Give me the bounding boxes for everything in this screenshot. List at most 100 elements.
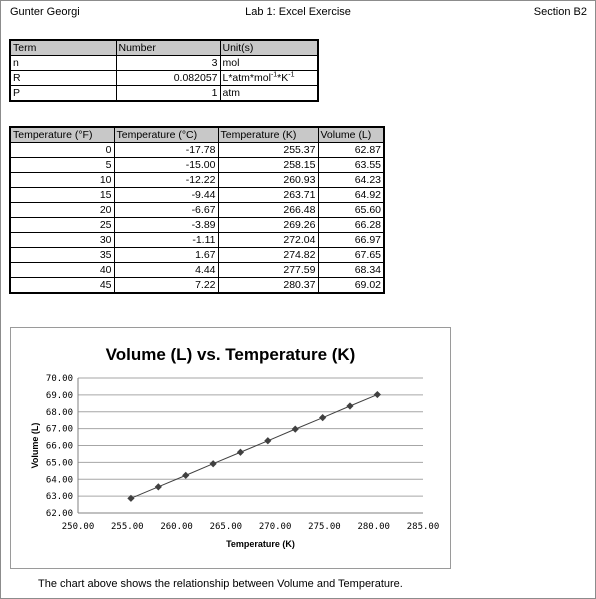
unit-part: L*atm*mol (222, 72, 271, 84)
x-tick-label: 265.00 (210, 522, 243, 532)
celsius-cell: 4.44 (113, 262, 219, 278)
unit-exponent: -1 (270, 71, 278, 79)
volume-cell: 66.97 (317, 232, 385, 248)
celsius-cell: -3.89 (113, 217, 219, 233)
celsius-cell: -1.11 (113, 232, 219, 248)
volume-cell: 66.28 (317, 217, 385, 233)
unit-cell: L*atm*mol-1*K-1 (219, 70, 319, 86)
data-point (209, 460, 217, 468)
data-point (346, 402, 354, 410)
y-tick-label: 66.00 (46, 442, 73, 452)
kelvin-cell: 277.59 (217, 262, 319, 278)
x-axis-title: Temperature (K) (226, 539, 295, 549)
chart-area: Volume (L) vs. Temperature (K) 62.00 63.00… (10, 327, 451, 569)
fahrenheit-cell: 20 (9, 202, 115, 218)
y-tick-label: 64.00 (46, 475, 73, 485)
fahrenheit-cell: 0 (9, 142, 115, 158)
kelvin-cell: 269.26 (217, 217, 319, 233)
table-row: 30 -1.11 272.04 66.97 (9, 232, 385, 248)
data-point (291, 425, 299, 433)
fahrenheit-cell: 15 (9, 187, 115, 203)
data-point (264, 437, 272, 445)
y-tick-label: 63.00 (46, 492, 73, 502)
number-cell: 3 (115, 55, 221, 71)
series-line (130, 394, 378, 499)
section-label: Section B2 (533, 6, 587, 18)
table-row: 20 -6.67 266.48 65.60 (9, 202, 385, 218)
kelvin-cell: 260.93 (217, 172, 319, 188)
volume-cell: 69.02 (317, 277, 385, 294)
data-point (319, 414, 327, 422)
constant-row: P 1 atm (9, 85, 319, 102)
number-cell: 1 (115, 85, 221, 102)
table-row: 45 7.22 280.37 69.02 (9, 277, 385, 294)
chart-caption: The chart above shows the relationship b… (38, 578, 403, 590)
table-row: 35 1.67 274.82 67.65 (9, 247, 385, 263)
fahrenheit-cell: 30 (9, 232, 115, 248)
constant-row: n 3 mol (9, 55, 319, 71)
volume-cell: 68.34 (317, 262, 385, 278)
celsius-cell: -9.44 (113, 187, 219, 203)
kelvin-cell: 274.82 (217, 247, 319, 263)
celsius-cell: 7.22 (113, 277, 219, 294)
y-tick-label: 67.00 (46, 425, 73, 435)
volume-cell: 62.87 (317, 142, 385, 158)
volume-cell: 64.23 (317, 172, 385, 188)
y-tick-label: 65.00 (46, 458, 73, 468)
fahrenheit-cell: 25 (9, 217, 115, 233)
x-tick-label: 250.00 (62, 522, 95, 532)
y-tick-label: 62.00 (46, 509, 73, 519)
term-cell: n (9, 55, 117, 71)
temperature-table: Temperature (°F) Temperature (°C) Temper… (9, 126, 385, 294)
volume-cell: 64.92 (317, 187, 385, 203)
kelvin-cell: 255.37 (217, 142, 319, 158)
data-point (373, 390, 381, 399)
column-header-units: Unit(s) (219, 39, 319, 56)
term-cell: R (9, 70, 117, 86)
table-row: 0 -17.78 255.37 62.87 (9, 142, 385, 158)
celsius-cell: -12.22 (113, 172, 219, 188)
table-row: 40 4.44 277.59 68.34 (9, 262, 385, 278)
kelvin-cell: 280.37 (217, 277, 319, 294)
column-header-kelvin: Temperature (K) (217, 126, 319, 143)
table-row: 5 -15.00 258.15 63.55 (9, 157, 385, 173)
number-cell: 0.082057 (115, 70, 221, 86)
fahrenheit-cell: 40 (9, 262, 115, 278)
temperature-header-row: Temperature (°F) Temperature (°C) Temper… (9, 126, 385, 143)
kelvin-cell: 263.71 (217, 187, 319, 203)
celsius-cell: -15.00 (113, 157, 219, 173)
table-row: 25 -3.89 269.26 66.28 (9, 217, 385, 233)
celsius-cell: 1.67 (113, 247, 219, 263)
table-row: 10 -12.22 260.93 64.23 (9, 172, 385, 188)
data-point (154, 483, 162, 491)
y-tick-label: 68.00 (46, 408, 73, 418)
data-point (182, 471, 190, 479)
x-tick-label: 260.00 (160, 522, 193, 532)
table-row: 15 -9.44 263.71 64.92 (9, 187, 385, 203)
constants-header-row: Term Number Unit(s) (9, 39, 319, 56)
column-header-fahrenheit: Temperature (°F) (9, 126, 115, 143)
kelvin-cell: 258.15 (217, 157, 319, 173)
x-tick-label: 270.00 (259, 522, 292, 532)
kelvin-cell: 272.04 (217, 232, 319, 248)
celsius-cell: -17.78 (113, 142, 219, 158)
x-tick-label: 285.00 (407, 522, 440, 532)
column-header-term: Term (9, 39, 117, 56)
kelvin-cell: 266.48 (217, 202, 319, 218)
unit-cell: atm (219, 85, 319, 102)
volume-cell: 63.55 (317, 157, 385, 173)
fahrenheit-cell: 5 (9, 157, 115, 173)
chart-title: Volume (L) vs. Temperature (K) (106, 345, 356, 364)
fahrenheit-cell: 45 (9, 277, 115, 294)
y-tick-label: 70.00 (46, 374, 73, 384)
constant-row: R 0.082057 L*atm*mol-1*K-1 (9, 70, 319, 86)
celsius-cell: -6.67 (113, 202, 219, 218)
document-title: Lab 1: Excel Exercise (245, 6, 351, 18)
y-tick-label: 69.00 (46, 391, 73, 401)
fahrenheit-cell: 10 (9, 172, 115, 188)
x-tick-label: 280.00 (357, 522, 390, 532)
fahrenheit-cell: 35 (9, 247, 115, 263)
column-header-volume: Volume (L) (317, 126, 385, 143)
volume-cell: 67.65 (317, 247, 385, 263)
term-cell: P (9, 85, 117, 102)
